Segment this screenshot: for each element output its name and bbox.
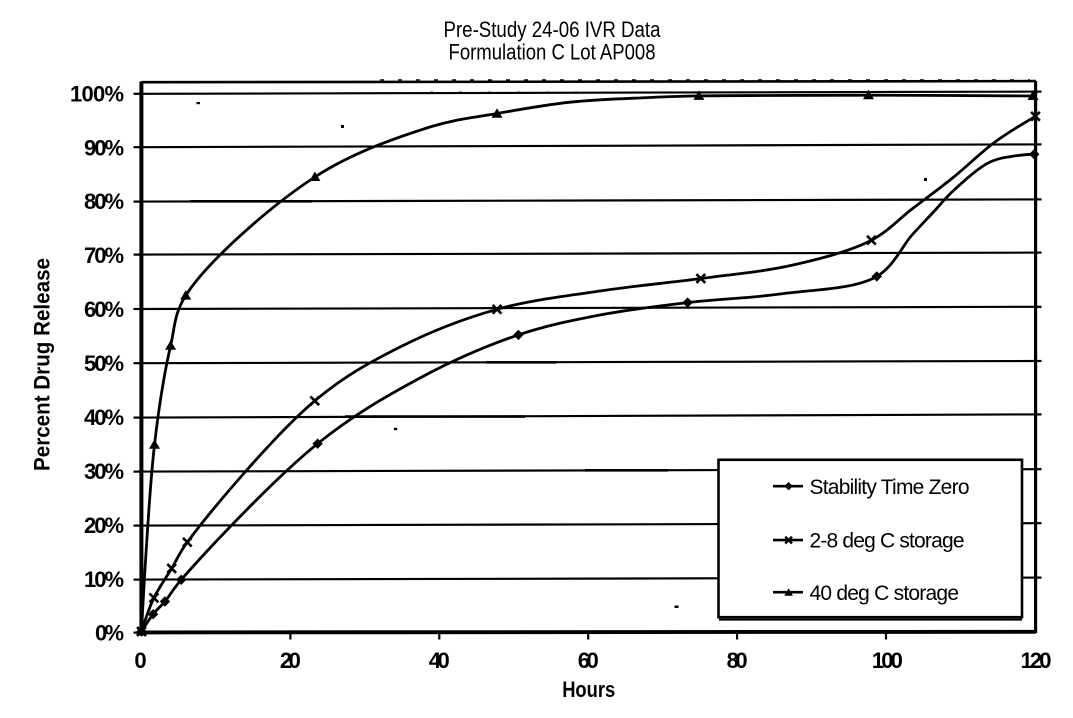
- svg-text:Percent Drug Release: Percent Drug Release: [30, 258, 55, 471]
- svg-text:2-8 deg C storage: 2-8 deg C storage: [810, 530, 965, 553]
- svg-text:10%: 10%: [84, 567, 124, 592]
- svg-text:Formulation C Lot AP008: Formulation C Lot AP008: [449, 40, 656, 65]
- svg-text:40 deg C storage: 40 deg C storage: [810, 582, 960, 605]
- svg-text:60%: 60%: [84, 297, 124, 322]
- svg-text:100%: 100%: [70, 81, 124, 106]
- svg-text:Hours: Hours: [562, 677, 615, 702]
- svg-text:0: 0: [134, 648, 146, 673]
- svg-text:60: 60: [578, 648, 599, 673]
- svg-text:80: 80: [727, 648, 748, 673]
- svg-text:50%: 50%: [84, 351, 124, 376]
- svg-text:70%: 70%: [84, 243, 124, 268]
- svg-text:90%: 90%: [84, 135, 124, 160]
- svg-text:100: 100: [872, 648, 903, 673]
- svg-text:Stability Time Zero: Stability Time Zero: [810, 476, 970, 499]
- svg-text:120: 120: [1021, 648, 1052, 673]
- svg-text:Pre-Study 24-06 IVR Data: Pre-Study 24-06 IVR Data: [444, 17, 662, 42]
- svg-text:80%: 80%: [84, 189, 124, 214]
- svg-text:30%: 30%: [84, 459, 124, 484]
- svg-text:0%: 0%: [95, 620, 124, 645]
- svg-text:40: 40: [429, 648, 450, 673]
- svg-text:20%: 20%: [84, 513, 124, 538]
- svg-text:40%: 40%: [84, 405, 124, 430]
- svg-text:20: 20: [280, 648, 301, 673]
